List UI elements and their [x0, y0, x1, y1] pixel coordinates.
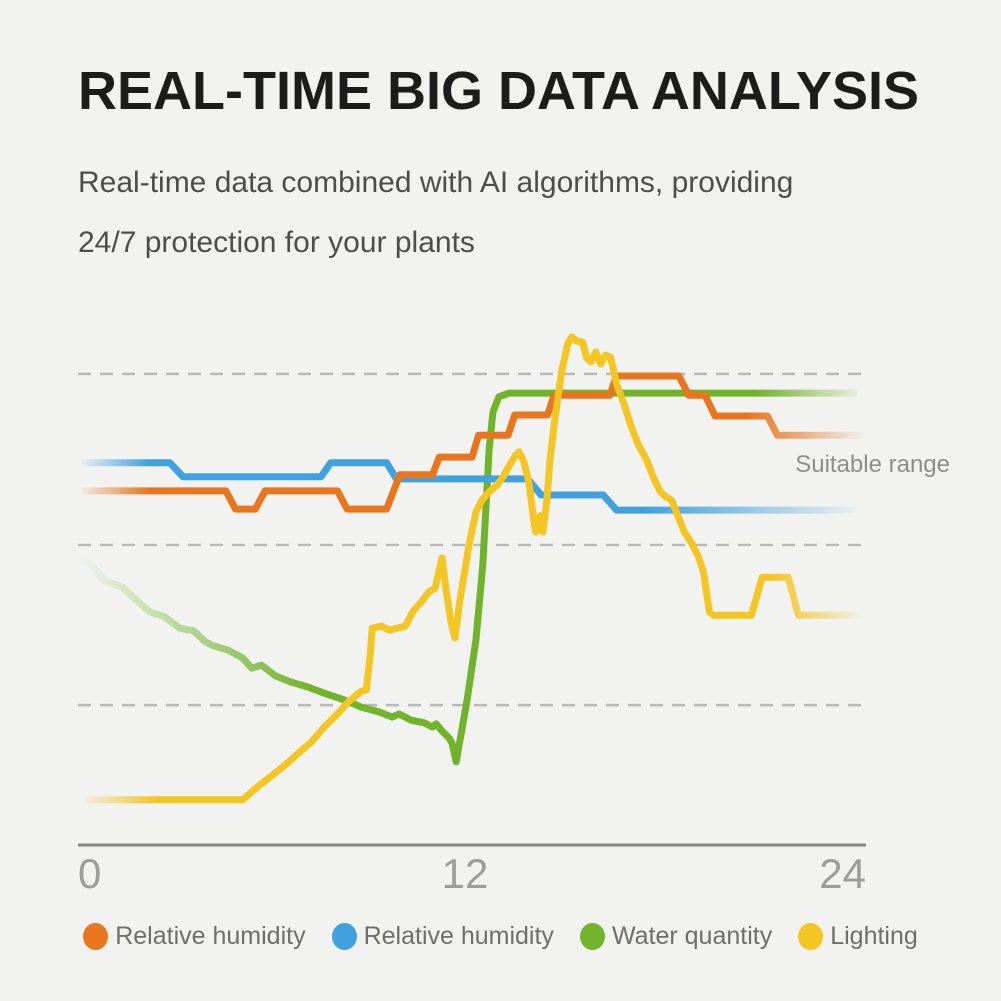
suitable-range-label: Suitable range: [795, 451, 950, 478]
legend-label: Lighting: [830, 922, 918, 950]
legend-item-water-quantity: Water quantity: [579, 922, 773, 951]
series-line-relative-humidity-blue: [81, 459, 857, 514]
chart-legend: Relative humidity Relative humidity Water …: [0, 922, 1001, 951]
legend-label: Water quantity: [611, 922, 773, 950]
legend-dot-icon: [331, 923, 357, 950]
legend-item-lighting: Lighting: [798, 922, 918, 951]
legend-item-relative-humidity: Relative humidity: [331, 922, 554, 951]
legend-label: Relative humidity: [115, 922, 306, 950]
legend-dot-icon: [798, 923, 824, 950]
legend-label: Relative humidity: [363, 922, 554, 950]
legend-item-relative-humidity: Relative humidity: [83, 922, 306, 951]
series-line-lighting: [84, 333, 868, 804]
line-chart: 0 12 24 Suitable range: [0, 320, 1001, 900]
x-tick-24: 24: [819, 850, 866, 897]
subtitle-line-1: Real-time data combined with AI algorith…: [78, 166, 794, 199]
legend-dot-icon: [83, 923, 109, 950]
subtitle-line-2: 24/7 protection for your plants: [78, 226, 475, 259]
x-tick-12: 12: [442, 850, 489, 897]
page-subtitle: Real-time data combined with AI algorith…: [78, 153, 978, 273]
series-lines: [76, 333, 868, 804]
chart-svg: 0 12 24 Suitable range: [76, 333, 950, 897]
series-line-relative-humidity-orange: [81, 372, 863, 513]
page-title: REAL-TIME BIG DATA ANALYSIS: [78, 61, 920, 121]
x-tick-0: 0: [78, 850, 101, 897]
series-line-water-quantity: [76, 389, 858, 766]
legend-dot-icon: [579, 923, 605, 950]
